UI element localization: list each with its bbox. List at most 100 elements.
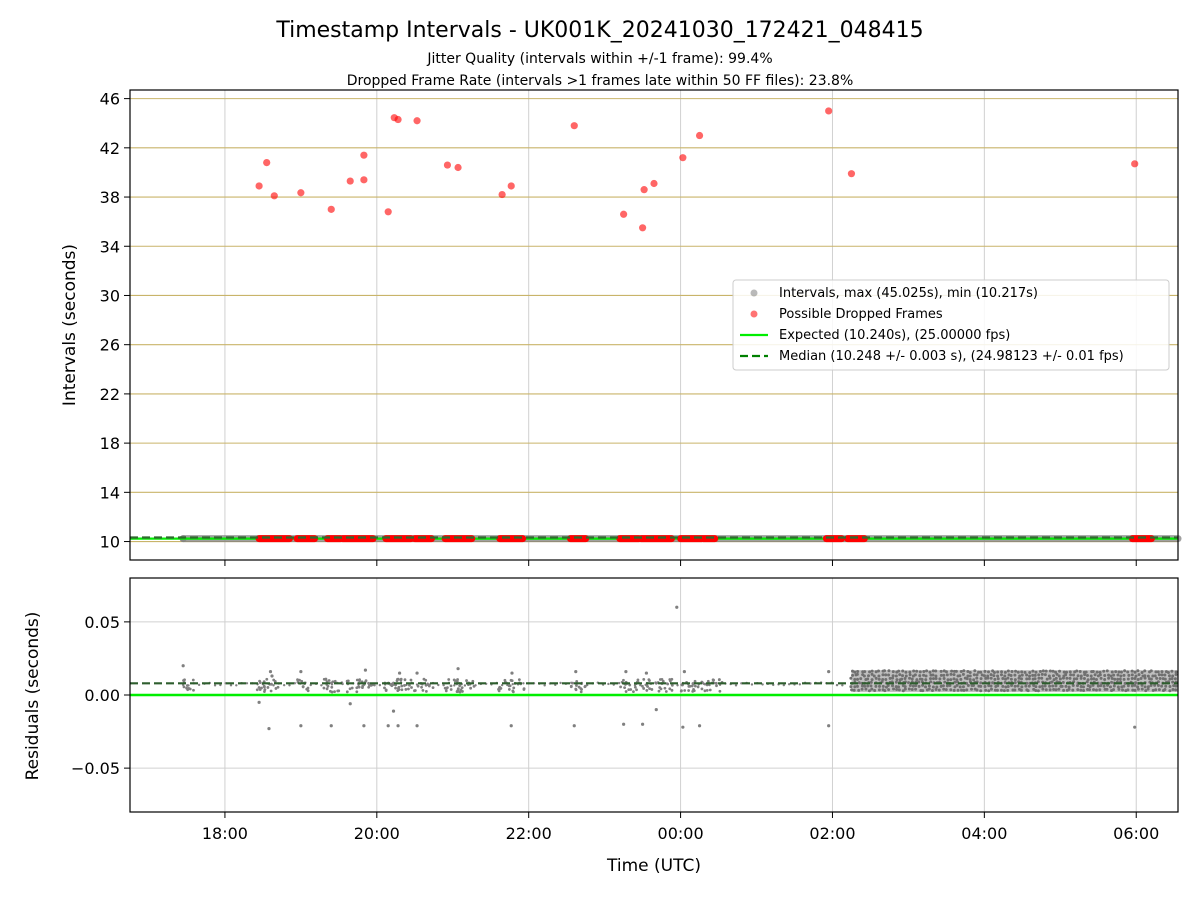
residual-point: [855, 684, 859, 688]
residual-point: [959, 670, 963, 674]
residual-point: [191, 678, 195, 682]
residual-point: [942, 673, 946, 677]
residual-point: [1099, 676, 1103, 680]
residual-point: [1082, 688, 1086, 692]
residual-point: [874, 670, 878, 674]
residual-point: [949, 678, 953, 682]
residual-point: [1058, 677, 1062, 681]
residual-point: [908, 676, 912, 680]
residual-point: [357, 685, 360, 689]
residual-point: [1027, 677, 1031, 681]
residual-point: [633, 683, 637, 687]
dropped-frame-point: [570, 122, 578, 130]
residual-point: [1122, 684, 1126, 688]
residual-point: [984, 688, 988, 692]
residual-point: [1136, 687, 1140, 691]
residual-point: [1091, 683, 1095, 687]
residual-point: [870, 678, 874, 682]
residual-point: [687, 684, 691, 688]
residual-point: [1045, 677, 1049, 681]
residual-point: [424, 678, 428, 682]
residual-point: [1037, 673, 1041, 677]
residual-point: [235, 684, 238, 687]
residual-point: [269, 689, 273, 693]
residual-point: [915, 669, 919, 673]
y-tick-label: 0.05: [84, 613, 120, 632]
residual-point: [447, 678, 451, 681]
residual-point: [1117, 670, 1121, 674]
residual-point: [355, 678, 359, 682]
residual-point: [1130, 673, 1134, 677]
residual-point: [1149, 683, 1153, 687]
residual-point: [937, 688, 941, 692]
residual-point: [330, 683, 334, 686]
residual-point: [892, 687, 896, 691]
residual-point: [1060, 684, 1064, 688]
residual-point: [506, 683, 509, 687]
residual-point: [898, 673, 902, 677]
residual-point: [1160, 673, 1164, 677]
residual-point: [266, 686, 270, 689]
residual-point: [632, 690, 635, 694]
residual-point: [952, 677, 956, 681]
residual-point: [877, 669, 881, 673]
residual-point: [917, 684, 921, 688]
residual-point: [1010, 683, 1014, 687]
residual-point: [645, 689, 649, 692]
residual-point: [1113, 677, 1117, 681]
residual-point: [1153, 683, 1157, 687]
residual-point: [908, 673, 912, 677]
residual-point: [851, 673, 855, 677]
residual-outlier: [682, 670, 686, 674]
residual-point: [1067, 687, 1071, 691]
residual-point: [734, 684, 738, 687]
y-tick-label: 18: [100, 434, 120, 453]
residual-point: [787, 683, 791, 686]
residual-point: [921, 689, 925, 693]
residual-point: [1143, 669, 1147, 673]
residual-point: [891, 670, 895, 674]
residual-point: [346, 679, 350, 683]
residual-point: [1062, 670, 1066, 674]
residual-point: [1174, 670, 1178, 674]
residual-point: [219, 683, 222, 687]
residual-point: [863, 684, 867, 688]
residual-point: [361, 686, 364, 689]
residual-point: [1048, 676, 1052, 680]
residual-point: [1164, 684, 1168, 688]
residual-point: [1006, 688, 1010, 692]
residual-point: [953, 685, 957, 689]
residual-point: [1009, 674, 1013, 678]
residual-point: [583, 684, 587, 688]
residual-point: [931, 669, 935, 673]
residual-point: [1133, 670, 1137, 674]
residual-point: [1044, 688, 1048, 692]
residual-point: [1156, 683, 1160, 687]
residual-point: [966, 670, 970, 674]
residual-point: [853, 685, 857, 689]
residual-point: [1033, 673, 1037, 677]
residual-point: [1020, 685, 1024, 689]
residual-point: [1160, 670, 1164, 674]
residual-point: [972, 678, 976, 682]
residual-point: [1119, 674, 1123, 678]
residual-point: [1040, 672, 1044, 676]
residual-point: [917, 680, 921, 684]
residual-point: [511, 689, 515, 693]
residual-point: [1054, 688, 1058, 692]
residual-point: [1031, 669, 1035, 673]
residual-point: [901, 689, 905, 693]
residual-point: [301, 685, 305, 688]
residual-point: [1013, 684, 1017, 688]
residual-point: [617, 681, 621, 685]
residual-point: [920, 677, 924, 681]
y-tick-label: 34: [100, 237, 120, 256]
residual-point: [579, 690, 583, 694]
residuals-plot: 0.05 0.00 −0.05 18:00 20:00 22:00 00:00 02:00 04…: [71, 577, 1179, 843]
residual-point: [907, 681, 911, 685]
residual-point: [1038, 685, 1042, 689]
residual-point: [1140, 683, 1144, 687]
residual-point: [1043, 673, 1047, 677]
residual-point: [1013, 673, 1017, 677]
residual-point: [1069, 673, 1073, 677]
